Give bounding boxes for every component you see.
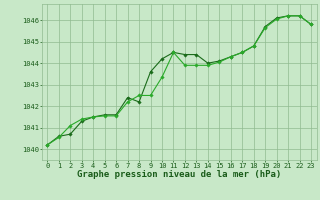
X-axis label: Graphe pression niveau de la mer (hPa): Graphe pression niveau de la mer (hPa) xyxy=(77,170,281,179)
